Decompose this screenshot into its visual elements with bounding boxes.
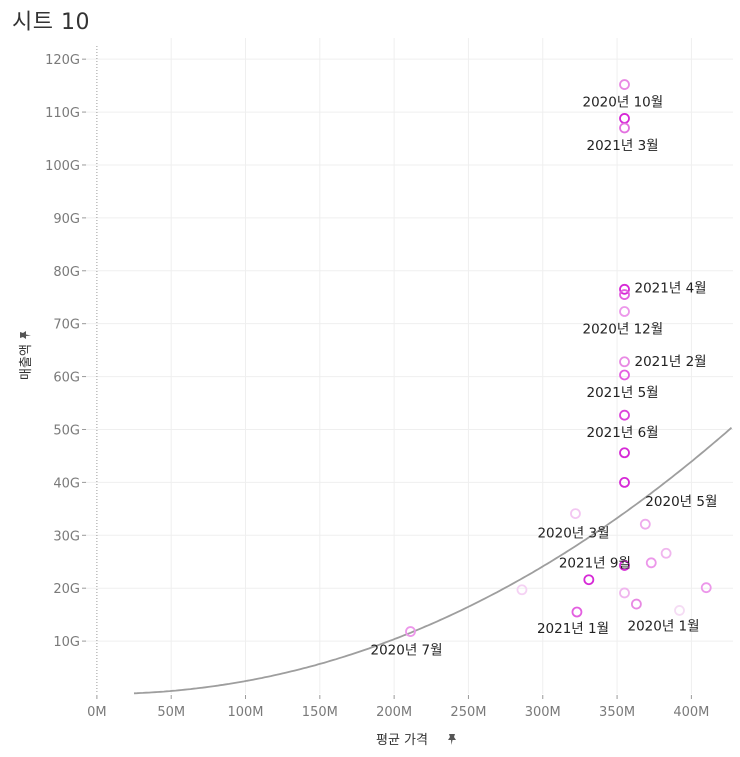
- data-point-2[interactable]: [619, 122, 630, 134]
- trend-line[interactable]: [133, 427, 733, 695]
- data-point-20[interactable]: [630, 598, 642, 610]
- data-point-12[interactable]: [570, 508, 581, 519]
- y-tick-label-11: 120G: [45, 53, 80, 68]
- grid: [85, 38, 733, 694]
- data-point-23[interactable]: [405, 626, 416, 637]
- point-label-7: 2020년 5월: [645, 494, 717, 510]
- data-point-7[interactable]: [619, 369, 630, 381]
- point-label-10: 2020년 1월: [627, 618, 699, 634]
- y-axis-ticks: 10G 20G 30G 40G 50G 60G 70G 80G 90G 100G 110G 120G: [45, 53, 86, 650]
- x-tick-label-4: 200M: [376, 705, 412, 720]
- y-tick-label-1: 20G: [53, 582, 80, 597]
- x-tick-label-0: 0M: [87, 705, 107, 720]
- data-point-18[interactable]: [516, 584, 528, 596]
- y-axis-title[interactable]: 매출액: [19, 344, 34, 380]
- point-labels: 2020년 10월 2021년 3월 2021년 4월 2020년 12월 2021년 …: [370, 94, 717, 658]
- y-tick-label-4: 50G: [53, 423, 80, 438]
- y-tick-label-10: 110G: [45, 106, 80, 121]
- y-tick-label-5: 60G: [53, 371, 80, 386]
- data-point-17[interactable]: [700, 582, 712, 594]
- data-point-21[interactable]: [674, 605, 685, 616]
- data-point-8[interactable]: [619, 409, 630, 421]
- x-tick-label-2: 100M: [227, 705, 263, 720]
- data-point-9[interactable]: [619, 447, 630, 459]
- data-point-5[interactable]: [619, 306, 630, 317]
- y-axis-pin-icon: [20, 331, 31, 339]
- x-tick-label-8: 400M: [673, 705, 709, 720]
- point-label-5: 2021년 5월: [587, 385, 659, 401]
- data-point-3[interactable]: [619, 283, 630, 295]
- y-tick-label-2: 30G: [53, 529, 80, 544]
- data-point-10[interactable]: [619, 476, 630, 488]
- y-tick-label-7: 80G: [53, 265, 80, 280]
- y-tick-label-0: 10G: [53, 635, 80, 650]
- y-tick-label-8: 90G: [53, 212, 80, 227]
- sheet-title: 시트 10: [12, 10, 90, 35]
- data-point-22[interactable]: [571, 606, 583, 618]
- data-point-4[interactable]: [619, 289, 630, 300]
- points: [405, 79, 712, 637]
- point-label-9: 2021년 9월: [559, 556, 631, 572]
- point-label-12: 2020년 7월: [370, 643, 442, 659]
- x-axis-ticks: 0M 50M 100M 150M 200M 250M 300M 350M 400M: [87, 695, 709, 720]
- x-tick-label-5: 250M: [450, 705, 486, 720]
- point-label-8: 2020년 3월: [537, 526, 609, 542]
- point-label-6: 2021년 6월: [587, 425, 659, 441]
- data-point-16[interactable]: [583, 574, 595, 586]
- y-tick-label-3: 40G: [53, 476, 80, 491]
- data-point-13[interactable]: [660, 547, 672, 559]
- point-label-4: 2021년 2월: [635, 354, 707, 370]
- point-label-2: 2021년 4월: [635, 281, 707, 297]
- data-point-14[interactable]: [645, 557, 657, 569]
- x-tick-label-7: 350M: [599, 705, 635, 720]
- y-axis-title-group: 매출액: [19, 344, 34, 380]
- point-label-0: 2020년 10월: [583, 94, 664, 110]
- x-axis-pin-icon: [448, 734, 456, 745]
- data-point-6[interactable]: [619, 356, 630, 368]
- x-tick-label-3: 150M: [302, 705, 338, 720]
- point-label-11: 2021년 1월: [537, 621, 609, 637]
- data-point-19[interactable]: [619, 587, 630, 599]
- x-tick-label-1: 50M: [157, 705, 185, 720]
- x-axis-title-group: 평균 가격: [376, 733, 456, 748]
- point-label-1: 2021년 3월: [587, 138, 659, 154]
- data-point-0[interactable]: [619, 79, 630, 90]
- data-point-11[interactable]: [639, 518, 651, 530]
- x-axis-title[interactable]: 평균 가격: [376, 733, 428, 748]
- x-tick-label-6: 300M: [525, 705, 561, 720]
- data-point-1[interactable]: [619, 113, 630, 124]
- point-label-3: 2020년 12월: [583, 322, 664, 338]
- y-tick-label-9: 100G: [45, 159, 80, 174]
- y-tick-label-6: 70G: [53, 318, 80, 333]
- data-point-15[interactable]: [619, 560, 630, 571]
